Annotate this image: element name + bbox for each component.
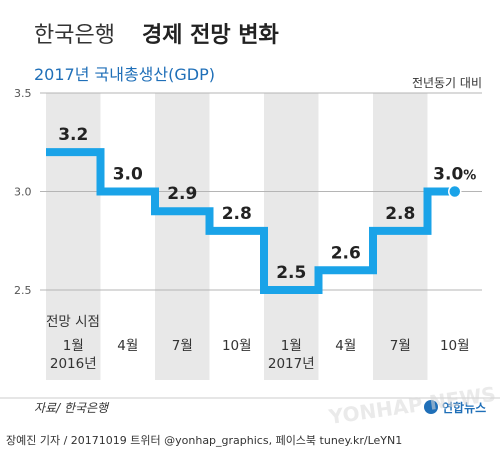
band-6 bbox=[373, 93, 428, 380]
x-axis-labels: 1월 2016년 4월 7월 10월 1월 2017년 4월 7월 10월 bbox=[50, 338, 470, 372]
x-tick-label: 4월 bbox=[335, 338, 356, 354]
title-prefix: 한국은행 bbox=[34, 23, 115, 48]
value-label: 2.5 bbox=[276, 263, 306, 283]
credit-line: 장예진 기자 / 20171019 트위터 @yonhap_graphics, … bbox=[6, 434, 402, 447]
chart-subtitle: 2017년 국내총생산(GDP) bbox=[34, 65, 215, 84]
watermark: YONHAP NEWS bbox=[326, 382, 497, 429]
logo-text: 연합뉴스 bbox=[442, 400, 486, 415]
series-markers bbox=[448, 184, 462, 199]
x-tick-year-label: 2016년 bbox=[50, 356, 97, 372]
x-tick-label: 10월 bbox=[440, 338, 470, 354]
x-tick-label: 7월 bbox=[390, 338, 411, 354]
value-labels: 3.2 3.0 2.9 2.8 2.5 2.6 2.8 3.0% bbox=[58, 125, 476, 283]
page-title: 경제 전망 변화 bbox=[142, 23, 279, 48]
x-tick-label: 1월 bbox=[63, 338, 84, 354]
unit-note: 전년동기 대비 bbox=[412, 76, 482, 90]
value-label: 2.8 bbox=[385, 204, 415, 224]
x-axis-title: 전망 시점 bbox=[46, 314, 100, 330]
band-0 bbox=[46, 93, 101, 380]
y-tick-label: 3.0 bbox=[14, 186, 32, 199]
x-tick-year-label: 2017년 bbox=[268, 356, 315, 372]
band-2 bbox=[155, 93, 210, 380]
value-label: 2.9 bbox=[167, 184, 197, 204]
column-bands bbox=[46, 93, 428, 380]
y-tick-label: 2.5 bbox=[14, 284, 32, 297]
x-tick-label: 10월 bbox=[222, 338, 252, 354]
y-tick-label: 3.5 bbox=[14, 87, 32, 100]
end-point-marker bbox=[448, 184, 462, 199]
value-label: 2.8 bbox=[222, 204, 252, 224]
y-axis-ticks: 2.5 3.0 3.5 bbox=[14, 87, 32, 297]
yonhap-logo-icon bbox=[424, 400, 438, 414]
source-note: 자료/ 한국은행 bbox=[34, 401, 110, 415]
band-4 bbox=[264, 93, 319, 380]
value-label: 3.2 bbox=[58, 125, 88, 145]
x-tick-label: 4월 bbox=[117, 338, 138, 354]
x-tick-label: 7월 bbox=[172, 338, 193, 354]
value-label: 3.0% bbox=[433, 165, 476, 185]
value-label: 2.6 bbox=[331, 243, 361, 263]
x-tick-label: 1월 bbox=[281, 338, 302, 354]
yonhap-logo: 연합뉴스 bbox=[424, 400, 486, 415]
value-label: 3.0 bbox=[113, 165, 143, 185]
series-line bbox=[46, 148, 455, 294]
